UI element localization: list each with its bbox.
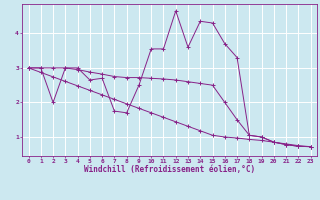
- X-axis label: Windchill (Refroidissement éolien,°C): Windchill (Refroidissement éolien,°C): [84, 165, 255, 174]
